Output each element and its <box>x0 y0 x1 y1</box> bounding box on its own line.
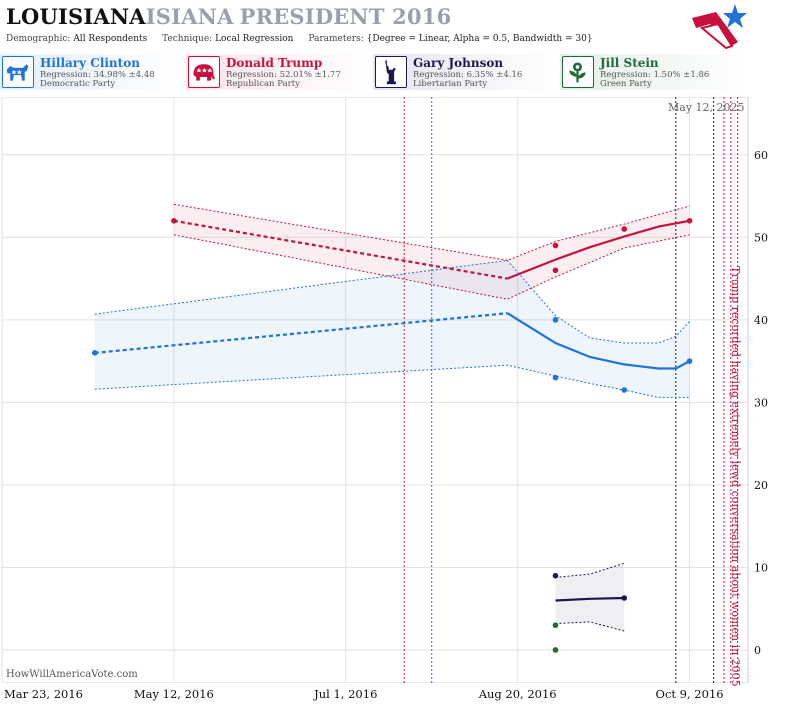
jill-stein-poll-point <box>552 622 559 629</box>
candidate-name: Jill Stein <box>600 56 659 70</box>
x-tick-label: Aug 20, 2016 <box>478 687 557 701</box>
x-tick-label: Mar 23, 2016 <box>4 687 83 701</box>
hillary-clinton-poll-point <box>686 358 693 364</box>
hillary-clinton-poll-point <box>552 374 559 381</box>
title-rest: PRESIDENT 2016 <box>239 4 452 29</box>
candidate-regression: Regression: 1.50% ±1.86 <box>600 70 710 80</box>
hillary-clinton-poll-point <box>621 387 628 393</box>
page-title: LOUISIANAISIANA PRESIDENT 2016 <box>6 4 451 29</box>
x-tick-label: May 12, 2016 <box>133 687 214 701</box>
gary-johnson-trend-line <box>555 596 625 602</box>
liberty-statue-icon <box>375 56 407 88</box>
legend-trump[interactable]: Donald Trump Regression: 52.01% ±1.77 Re… <box>186 54 372 90</box>
candidate-party: Democratic Party <box>40 79 116 89</box>
candidate-party: Green Party <box>600 79 652 89</box>
donald-trump-confidence-band <box>173 204 690 300</box>
y-tick-label: 20 <box>754 479 768 492</box>
hillary-clinton-trend-line <box>506 312 691 370</box>
gary-johnson-poll-point <box>621 595 628 601</box>
event-annotation: Trump recorded having extremely lewd con… <box>728 266 742 687</box>
candidate-party: Libertarian Party <box>413 79 488 89</box>
candidate-regression: Regression: 52.01% ±1.77 <box>226 70 341 80</box>
legend-stein[interactable]: Jill Stein Regression: 1.50% ±1.86 Green… <box>560 54 748 90</box>
title-state: LOUISIANA <box>6 4 146 29</box>
donkey-icon <box>2 56 34 88</box>
donald-trump-poll-point <box>552 267 559 274</box>
y-tick-label: 40 <box>754 314 768 327</box>
donald-trump-trend-dashed <box>173 219 508 280</box>
y-tick-label: 0 <box>754 644 761 657</box>
donald-trump-lower-bound <box>173 234 690 300</box>
hillary-clinton-trend-dashed <box>94 312 508 354</box>
y-tick-label: 10 <box>754 561 768 574</box>
donald-trump-poll-point <box>686 218 693 224</box>
y-tick-label: 50 <box>754 231 768 244</box>
parameters-value: {Degree = Linear, Alpha = 0.5, Bandwidth… <box>366 34 593 44</box>
parameters-line: Demographic: All Respondents Technique: … <box>6 34 593 44</box>
technique-label: Technique: <box>162 34 213 44</box>
date-stamp: May 12, 2025 <box>668 101 745 114</box>
gary-johnson-poll-point <box>552 572 559 579</box>
hillary-clinton-poll-point <box>92 350 98 356</box>
jill-stein-poll-point <box>552 647 559 653</box>
y-tick-label: 60 <box>754 149 768 162</box>
legend-clinton[interactable]: Hillary Clinton Regression: 34.98% ±4.48… <box>0 54 186 90</box>
flag-star-logo-icon[interactable] <box>688 2 748 50</box>
candidate-regression: Regression: 34.98% ±4.48 <box>40 70 155 80</box>
candidate-legend: Hillary Clinton Regression: 34.98% ±4.48… <box>0 54 750 92</box>
candidate-name: Donald Trump <box>226 56 323 70</box>
parameters-label: Parameters: <box>308 34 364 44</box>
donald-trump-trend-line <box>506 219 690 280</box>
hillary-clinton-upper-bound <box>94 259 690 344</box>
hillary-clinton-lower-bound <box>94 364 690 398</box>
hillary-clinton-poll-point <box>552 317 559 323</box>
donald-trump-upper-bound <box>173 203 690 261</box>
elephant-icon <box>188 56 220 88</box>
demographic-label: Demographic: <box>6 34 71 44</box>
legend-johnson[interactable]: Gary Johnson Regression: 6.35% ±4.16 Lib… <box>373 54 559 90</box>
y-tick-label: 30 <box>754 396 768 409</box>
donald-trump-poll-point <box>171 218 177 224</box>
gary-johnson-confidence-band <box>555 563 625 631</box>
x-tick-label: Jul 1, 2016 <box>314 687 378 701</box>
donald-trump-poll-point <box>552 242 559 249</box>
x-tick-label: Oct 9, 2016 <box>655 687 724 701</box>
donald-trump-poll-point <box>621 226 628 232</box>
candidate-party: Republican Party <box>226 79 300 89</box>
candidate-name: Gary Johnson <box>413 56 504 70</box>
chart: 0 10 20 30 40 50 60 <box>1 97 768 683</box>
demographic-value: All Respondents <box>73 34 148 44</box>
site-credit: HowWillAmericaVote.com <box>6 669 138 680</box>
candidate-name: Hillary Clinton <box>40 56 140 70</box>
flower-icon <box>562 56 594 88</box>
candidate-regression: Regression: 6.35% ±4.16 <box>413 70 523 80</box>
title-overlap: ISIANA <box>145 4 234 29</box>
technique-value: Local Regression <box>215 34 294 44</box>
header: LOUISIANAISIANA PRESIDENT 2016 Demographi… <box>0 0 750 50</box>
hillary-clinton-confidence-band <box>94 260 690 398</box>
